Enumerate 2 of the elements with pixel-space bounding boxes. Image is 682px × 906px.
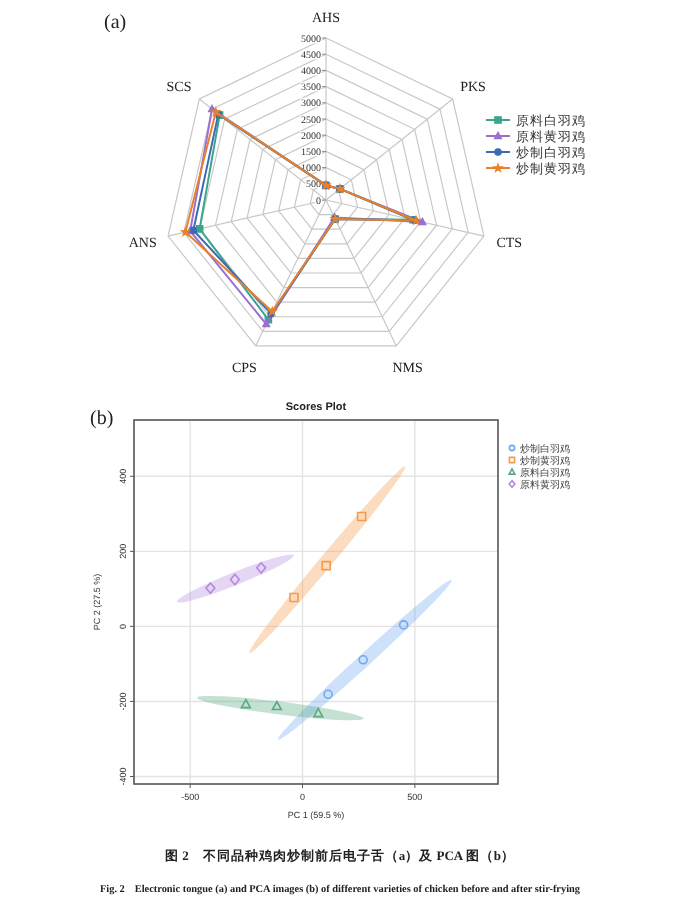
text: (b) <box>90 408 114 430</box>
text: (a) <box>104 12 127 34</box>
